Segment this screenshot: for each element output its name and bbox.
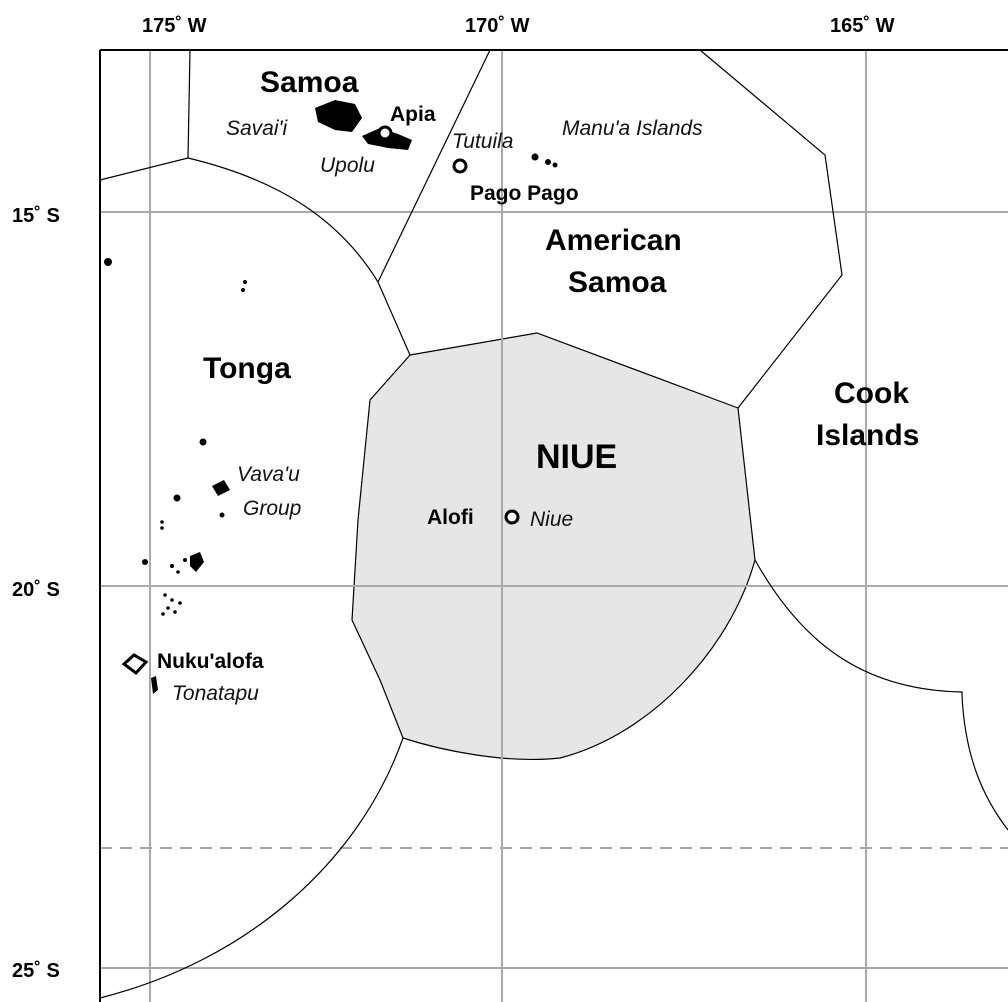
tutuila-label: Tutuila (452, 130, 513, 153)
tonatapu-island (151, 676, 158, 694)
tonga-islet (160, 520, 164, 524)
alofi-label: Alofi (427, 506, 474, 529)
boundary-cook-south (754, 559, 1008, 831)
vavau-island (212, 480, 230, 496)
tonga-islet (178, 601, 182, 605)
tonga-islet (241, 288, 245, 292)
samoa-label: Samoa (260, 66, 359, 99)
tonga-islet (219, 512, 225, 518)
lat-label-25s: 25˚ S (12, 959, 60, 982)
manua-island-1 (545, 159, 551, 165)
tonga-islet (176, 570, 180, 574)
cook-islands-label-line2: Islands (816, 419, 919, 452)
boundary-samoa-west (187, 49, 191, 159)
apia-label: Apia (390, 103, 436, 126)
pago-pago-label: Pago Pago (470, 182, 579, 205)
tonga-islet (160, 526, 164, 530)
tonga-islet (173, 610, 177, 614)
capital-markers (121, 125, 520, 676)
savaii-label: Savai'i (226, 117, 289, 140)
niue-label: NIUE (536, 438, 617, 476)
boundary-tonga-south (99, 737, 404, 999)
tonga-islet (163, 593, 167, 597)
apia-marker (377, 125, 393, 141)
pago-pago-marker (452, 158, 468, 174)
niue-island-label: Niue (530, 508, 573, 531)
manua-island-2 (552, 162, 558, 168)
american-samoa-label-line2: Samoa (568, 266, 667, 299)
cook-islands-label-line1: Cook (834, 377, 909, 410)
boundary-tonga-american (377, 281, 411, 356)
manua-label: Manu'a Islands (562, 117, 703, 140)
tonga-islet (166, 606, 170, 610)
tutuila-island (531, 153, 539, 161)
boundary-american-cook (699, 49, 843, 409)
eez-boundaries (99, 49, 1008, 999)
tonga-islet (183, 558, 187, 562)
upolu-label: Upolu (320, 154, 375, 177)
graticule (100, 50, 1008, 1002)
lon-label-170w: 170˚ W (465, 14, 530, 37)
nukualofa-label: Nuku'alofa (157, 650, 264, 673)
tonga-islet (190, 552, 204, 572)
tonga-islet (173, 494, 181, 502)
tonatapu-label: Tonatapu (172, 682, 259, 705)
boundary-tonga-north (99, 157, 379, 283)
alofi-marker (504, 509, 520, 525)
lat-label-15s: 15˚ S (12, 204, 60, 227)
niue-zone (351, 332, 756, 761)
boundary-samoa-american (377, 49, 491, 283)
nukualofa-marker (121, 653, 149, 676)
lon-label-175w: 175˚ W (142, 14, 207, 37)
tonga-islet (170, 564, 174, 568)
lon-label-165w: 165˚ W (830, 14, 895, 37)
tonga-islet (199, 438, 207, 446)
tonga-islet (161, 612, 165, 616)
vavau-label-line1: Vava'u (237, 463, 300, 486)
tonga-label: Tonga (203, 352, 291, 385)
tonga-islet (142, 559, 148, 565)
tonga-islands (104, 258, 247, 694)
tonga-islet (170, 598, 174, 602)
vavau-label-line2: Group (243, 497, 301, 520)
savaii-island (315, 100, 362, 132)
tonga-islet (243, 280, 247, 284)
tonga-islet (104, 258, 112, 266)
lat-label-20s: 20˚ S (12, 578, 60, 601)
american-samoa-label-line1: American (545, 224, 682, 257)
